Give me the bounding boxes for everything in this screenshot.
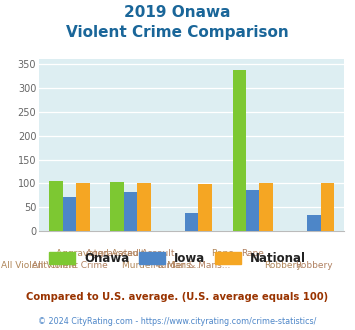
Text: Robbery: Robbery — [295, 261, 333, 270]
Text: All Violent Crime: All Violent Crime — [1, 261, 77, 270]
Bar — [137, 183, 151, 231]
Bar — [246, 189, 260, 231]
Text: Aggravated Assault: Aggravated Assault — [86, 249, 175, 258]
Text: © 2024 CityRating.com - https://www.cityrating.com/crime-statistics/: © 2024 CityRating.com - https://www.city… — [38, 317, 317, 326]
Bar — [233, 70, 246, 231]
Text: Murder & Mans...: Murder & Mans... — [153, 261, 230, 270]
Bar — [260, 183, 273, 231]
Text: Rape: Rape — [211, 249, 234, 258]
Bar — [76, 183, 90, 231]
Bar — [307, 215, 321, 231]
Text: All Violent Crime: All Violent Crime — [32, 261, 108, 270]
Text: Murder & Mans...: Murder & Mans... — [122, 261, 200, 270]
Text: Robbery: Robbery — [264, 261, 302, 270]
Bar — [110, 182, 124, 231]
Bar — [63, 197, 76, 231]
Bar — [321, 183, 334, 231]
Bar — [49, 181, 63, 231]
Legend: Onawa, Iowa, National: Onawa, Iowa, National — [44, 247, 311, 270]
Text: Rape: Rape — [241, 249, 264, 258]
Bar — [185, 213, 198, 231]
Text: Compared to U.S. average. (U.S. average equals 100): Compared to U.S. average. (U.S. average … — [26, 292, 329, 302]
Bar — [124, 192, 137, 231]
Bar — [198, 184, 212, 231]
Text: 2019 Onawa: 2019 Onawa — [124, 5, 231, 20]
Text: Violent Crime Comparison: Violent Crime Comparison — [66, 25, 289, 40]
Text: Aggravated Assault: Aggravated Assault — [56, 249, 144, 258]
